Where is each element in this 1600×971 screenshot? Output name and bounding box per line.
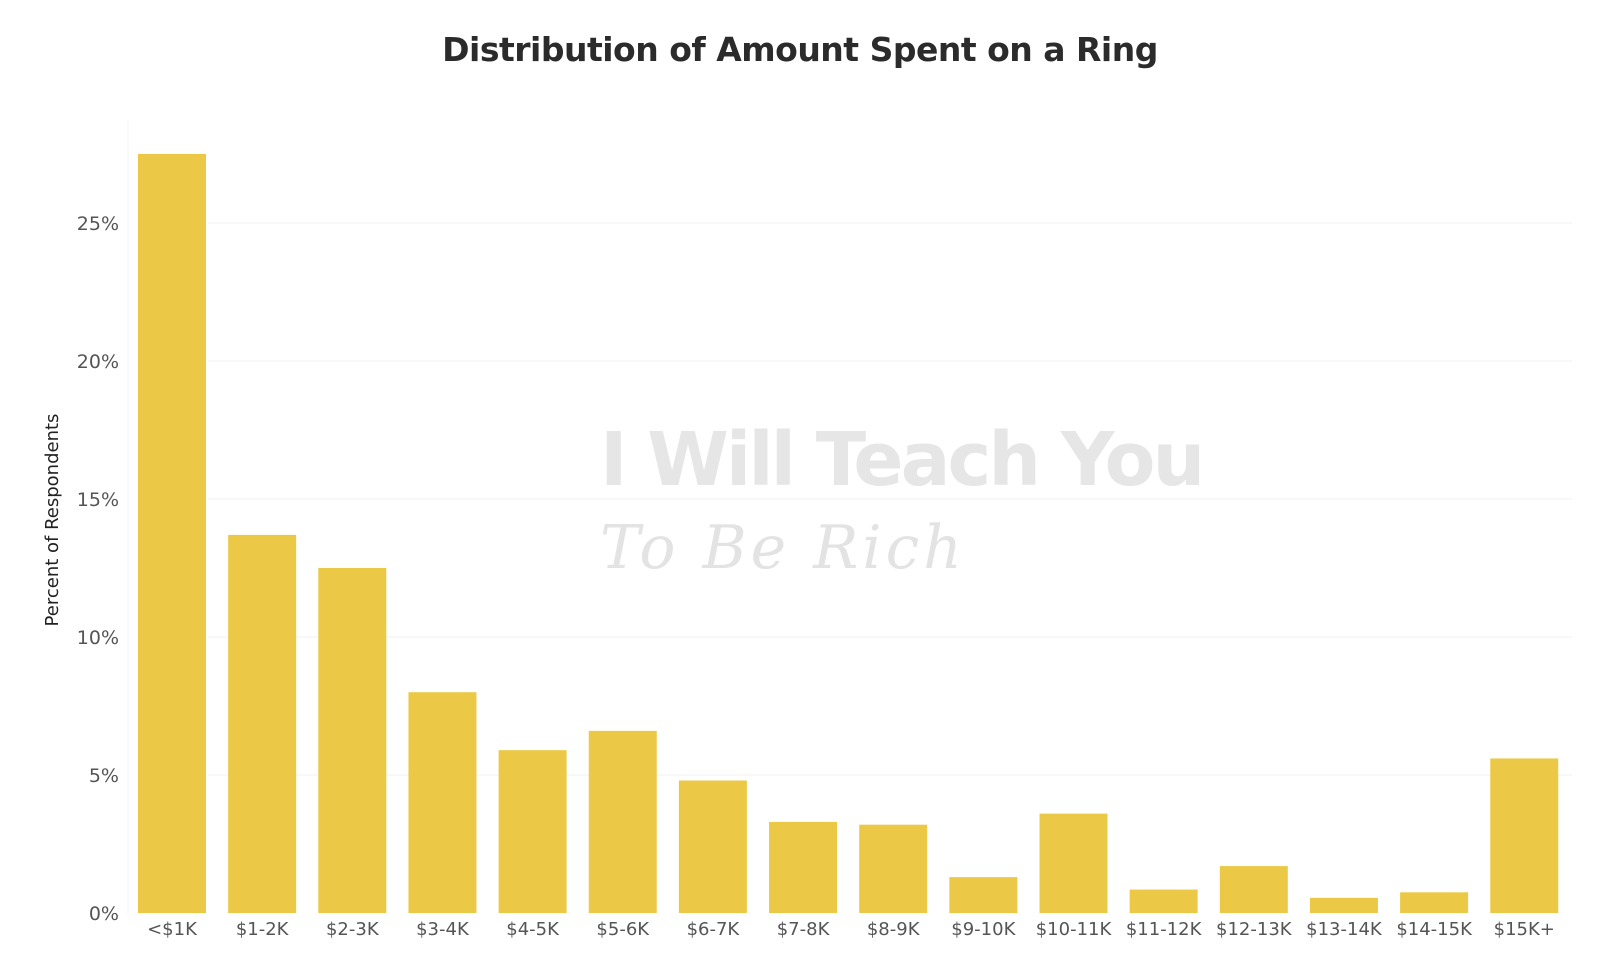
x-axis-ticks: <$1K $1-2K $2-3K $3-4K $4-5K $5-6K $6-7K $7-8K $… <box>147 919 1555 940</box>
y-axis-ticks: 0% 5% 10% 15% 20% 25% <box>77 213 119 925</box>
bars <box>138 154 1559 913</box>
x-tick-label: $15K+ <box>1494 919 1555 940</box>
bar-6[interactable] <box>678 780 747 913</box>
watermark-line2: To Be Rich <box>600 513 966 583</box>
x-tick-label: $5-6K <box>596 919 650 940</box>
x-tick-label: $1-2K <box>236 919 290 940</box>
y-tick-label: 0% <box>89 903 119 925</box>
bar-14[interactable] <box>1400 892 1469 913</box>
bar-9[interactable] <box>949 877 1018 913</box>
x-tick-label: $3-4K <box>416 919 470 940</box>
chart-title: Distribution of Amount Spent on a Ring <box>442 30 1158 69</box>
x-tick-label: <$1K <box>147 919 198 940</box>
bar-5[interactable] <box>588 730 657 913</box>
y-tick-label: 15% <box>77 489 119 511</box>
x-tick-label: $10-11K <box>1036 919 1113 940</box>
y-tick-label: 10% <box>77 627 119 649</box>
bar-2[interactable] <box>318 568 387 913</box>
bar-0[interactable] <box>138 154 206 913</box>
x-tick-label: $9-10K <box>951 919 1016 940</box>
bar-3[interactable] <box>408 692 477 913</box>
bar-1[interactable] <box>228 534 297 913</box>
bar-10[interactable] <box>1039 813 1108 913</box>
watermark-line1: I Will Teach You <box>600 417 1202 503</box>
bar-13[interactable] <box>1309 897 1378 913</box>
x-tick-label: $2-3K <box>326 919 380 940</box>
x-tick-label: $6-7K <box>687 919 741 940</box>
x-tick-label: $4-5K <box>506 919 560 940</box>
x-tick-label: $7-8K <box>777 919 831 940</box>
y-tick-label: 20% <box>77 351 119 373</box>
bar-7[interactable] <box>769 821 838 913</box>
x-tick-label: $12-13K <box>1216 919 1293 940</box>
y-tick-label: 25% <box>77 213 119 235</box>
x-tick-label: $11-12K <box>1126 919 1203 940</box>
x-tick-label: $13-14K <box>1306 919 1383 940</box>
y-tick-label: 5% <box>89 765 119 787</box>
bar-11[interactable] <box>1129 889 1198 913</box>
x-tick-label: $14-15K <box>1396 919 1473 940</box>
watermark: I Will Teach You To Be Rich <box>600 417 1205 583</box>
bar-4[interactable] <box>498 750 567 913</box>
x-tick-label: $8-9K <box>867 919 921 940</box>
y-axis-title: Percent of Respondents <box>42 414 63 627</box>
bar-12[interactable] <box>1219 866 1288 913</box>
bar-15[interactable] <box>1490 758 1559 913</box>
bar-8[interactable] <box>859 824 928 913</box>
